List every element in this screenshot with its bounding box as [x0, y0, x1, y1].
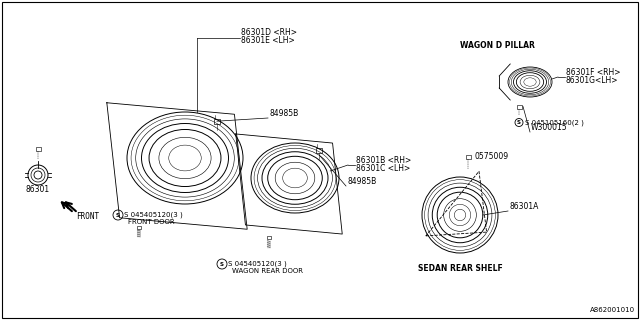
Text: 86301G<LH>: 86301G<LH> — [566, 76, 618, 85]
Text: 86301A: 86301A — [509, 202, 538, 211]
Text: 86301C <LH>: 86301C <LH> — [356, 164, 410, 173]
Text: 86301B <RH>: 86301B <RH> — [356, 156, 412, 165]
Text: FRONT DOOR: FRONT DOOR — [128, 219, 175, 225]
Text: W300015: W300015 — [531, 123, 568, 132]
Text: WAGON D PILLAR: WAGON D PILLAR — [460, 41, 535, 50]
Bar — [35, 147, 40, 151]
Bar — [267, 236, 271, 239]
Text: 86301D <RH>: 86301D <RH> — [241, 28, 297, 37]
Text: A862001010: A862001010 — [590, 307, 635, 313]
Bar — [516, 105, 522, 108]
Text: FRONT: FRONT — [76, 212, 99, 221]
Text: 84985B: 84985B — [347, 177, 376, 186]
Text: S: S — [220, 261, 224, 267]
Text: 84985B: 84985B — [269, 109, 298, 118]
Bar — [465, 155, 470, 159]
Text: 86301E <LH>: 86301E <LH> — [241, 36, 295, 45]
Bar — [316, 148, 322, 153]
Text: S 045405120(3 ): S 045405120(3 ) — [228, 261, 287, 267]
Bar — [136, 226, 141, 228]
Text: S 045105160(2 ): S 045105160(2 ) — [525, 119, 584, 126]
Text: 0575009: 0575009 — [474, 152, 508, 161]
Text: 86301: 86301 — [26, 185, 50, 194]
Text: S: S — [116, 212, 120, 218]
Text: 86301F <RH>: 86301F <RH> — [566, 68, 621, 77]
Bar — [214, 119, 220, 124]
Text: S: S — [517, 120, 521, 125]
Text: WAGON REAR DOOR: WAGON REAR DOOR — [232, 268, 303, 274]
Text: S 045405120(3 ): S 045405120(3 ) — [124, 212, 183, 218]
Text: SEDAN REAR SHELF: SEDAN REAR SHELF — [418, 264, 502, 273]
